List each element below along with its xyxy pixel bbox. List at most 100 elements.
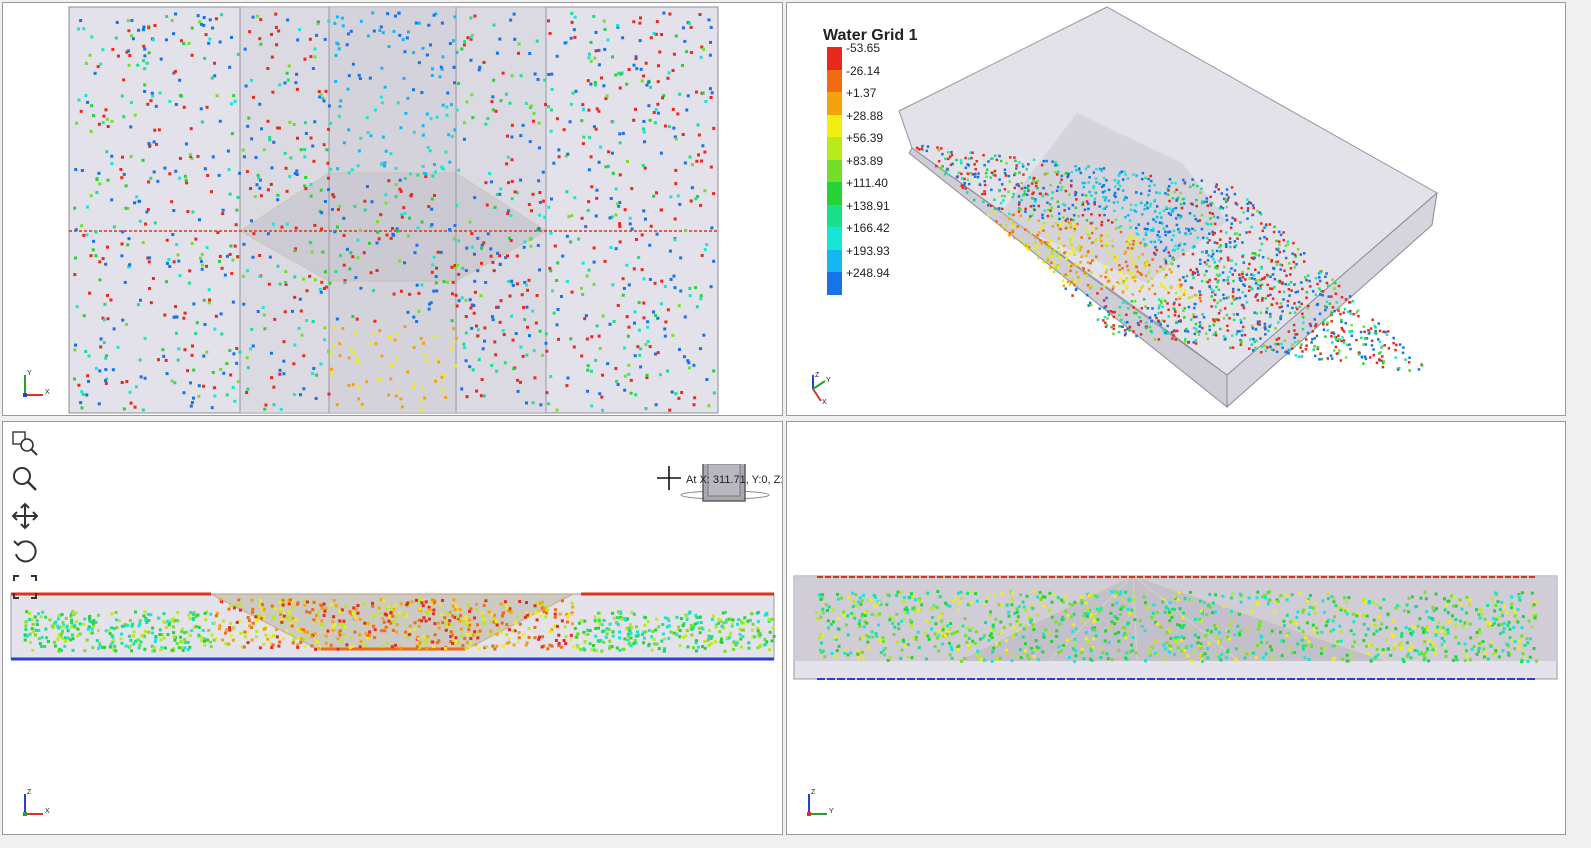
grid-point <box>358 77 362 81</box>
grid-point <box>1174 244 1177 248</box>
zoom-extents-icon[interactable] <box>11 573 39 601</box>
grid-point <box>172 619 176 623</box>
grid-point <box>1217 311 1221 315</box>
grid-point <box>1170 262 1173 265</box>
grid-point <box>1316 282 1319 286</box>
grid-point <box>1112 324 1115 327</box>
zoom-icon[interactable] <box>11 465 39 493</box>
grid-point <box>271 222 275 226</box>
viewport-3d[interactable]: Water Grid 1 -53.65 -26.14 +1.37 +28.88 … <box>786 2 1566 416</box>
grid-point <box>181 648 185 652</box>
grid-point <box>1308 279 1311 283</box>
grid-point <box>428 149 432 153</box>
grid-point <box>1253 311 1257 314</box>
grid-point <box>694 90 698 94</box>
legend-label: +138.91 <box>846 198 890 213</box>
3d-view-canvas[interactable] <box>787 3 1566 416</box>
grid-point <box>1492 621 1496 625</box>
grid-point <box>238 619 242 623</box>
grid-point <box>628 216 632 220</box>
viewport-section-xz[interactable]: At X: 311.71, Y:0, Z:155.87 Z X <box>2 421 783 835</box>
grid-point <box>1199 262 1202 266</box>
grid-point <box>1120 170 1123 174</box>
grid-point <box>1355 338 1358 342</box>
grid-point <box>1417 368 1421 371</box>
grid-point <box>573 196 577 200</box>
rotate-icon[interactable] <box>11 538 39 566</box>
grid-point <box>302 277 306 281</box>
grid-point <box>1294 354 1298 357</box>
viewport-plan[interactable]: Y X <box>2 2 783 416</box>
grid-point <box>1090 271 1093 274</box>
grid-point <box>1164 262 1168 265</box>
grid-point <box>967 182 971 186</box>
grid-point <box>1066 174 1070 177</box>
grid-point <box>703 150 707 154</box>
grid-point <box>1167 291 1170 295</box>
grid-point <box>1025 246 1029 250</box>
grid-point <box>420 220 424 224</box>
grid-point <box>1080 245 1083 249</box>
grid-point <box>455 108 459 112</box>
grid-point <box>983 621 987 625</box>
grid-point <box>654 628 658 632</box>
grid-point <box>112 225 116 229</box>
grid-point <box>687 366 691 370</box>
grid-point <box>1098 307 1101 310</box>
grid-point <box>623 346 627 350</box>
plan-view-canvas[interactable] <box>3 3 783 416</box>
grid-point <box>296 645 300 649</box>
grid-point <box>1003 188 1007 191</box>
viewport-section-yz[interactable]: Z Y <box>786 421 1566 835</box>
grid-point <box>300 333 304 337</box>
zoom-window-icon[interactable] <box>11 430 39 458</box>
grid-point <box>1279 314 1283 318</box>
grid-point <box>470 93 474 97</box>
grid-point <box>297 636 301 640</box>
grid-point <box>505 633 509 637</box>
grid-point <box>502 333 506 337</box>
grid-point <box>1258 323 1261 326</box>
grid-point <box>299 148 303 152</box>
grid-point <box>535 618 539 622</box>
grid-point <box>190 629 194 633</box>
grid-point <box>614 247 618 251</box>
grid-point <box>1079 248 1082 252</box>
grid-point <box>1277 230 1281 234</box>
grid-point <box>1478 616 1482 620</box>
grid-point <box>446 91 450 95</box>
grid-point <box>1375 332 1378 335</box>
grid-point <box>1083 612 1087 616</box>
grid-point <box>1016 225 1019 228</box>
grid-point <box>126 19 130 23</box>
grid-point <box>585 274 589 278</box>
grid-point <box>1226 329 1230 332</box>
grid-point <box>452 327 456 331</box>
grid-point <box>1164 286 1168 290</box>
grid-point <box>356 238 360 242</box>
grid-point <box>101 257 105 261</box>
grid-point <box>1003 168 1007 172</box>
grid-point <box>82 233 86 237</box>
grid-point <box>1118 592 1122 596</box>
grid-point <box>538 268 542 272</box>
grid-point <box>384 625 388 629</box>
grid-point <box>484 280 488 284</box>
grid-point <box>209 190 213 194</box>
grid-point <box>1022 193 1025 197</box>
grid-point <box>867 635 871 639</box>
grid-point <box>1330 320 1333 323</box>
grid-point <box>642 130 646 134</box>
grid-point <box>1532 646 1536 650</box>
grid-point <box>1116 182 1120 185</box>
section-xz-canvas[interactable] <box>3 422 783 835</box>
section-yz-canvas[interactable] <box>787 422 1566 835</box>
grid-point <box>1238 273 1241 276</box>
grid-point <box>445 105 449 109</box>
grid-point <box>1255 279 1258 282</box>
pan-icon[interactable] <box>11 502 39 530</box>
grid-point <box>1042 229 1045 232</box>
grid-point <box>324 89 328 93</box>
grid-point <box>1477 613 1481 617</box>
grid-point <box>1062 284 1066 287</box>
